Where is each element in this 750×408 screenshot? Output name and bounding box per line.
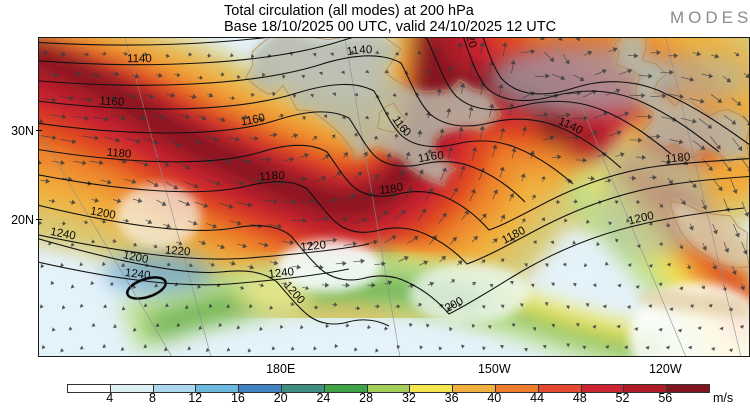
svg-text:1180: 1180 bbox=[665, 151, 691, 165]
svg-text:1180: 1180 bbox=[106, 147, 131, 161]
svg-text:1140: 1140 bbox=[127, 53, 152, 65]
svg-text:1180: 1180 bbox=[258, 170, 285, 184]
svg-text:1160: 1160 bbox=[99, 95, 124, 108]
